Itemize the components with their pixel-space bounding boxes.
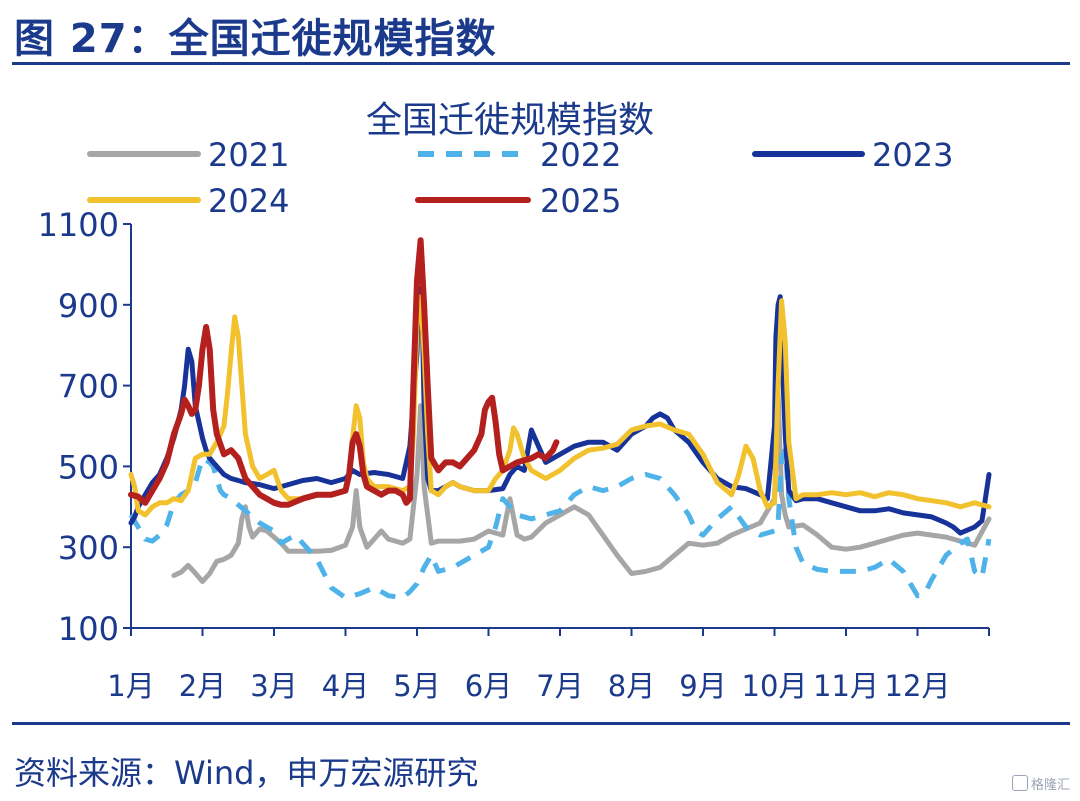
legend-label-2021: 2021 [208,136,289,174]
figure-header: 图 27：全国迁徙规模指数 [0,0,1080,66]
x-tick-label: 2月 [179,669,226,703]
y-tick-label: 700 [58,368,119,406]
series-line-2024 [128,294,992,518]
chart-title: 全国迁徙规模指数 [366,100,654,141]
legend-label-2022: 2022 [540,136,621,174]
series-line-2022 [128,447,992,601]
axes: 100 300 500 700 900 1100 1月 2月 3月 4月 5月 6月 7月 8月 9月 10月… [38,206,990,703]
x-tick-label: 12月 [885,669,951,703]
series-line-2023 [128,286,992,536]
x-tick-label: 10月 [742,669,808,703]
y-tick-label: 300 [58,529,119,567]
legend-label-2025: 2025 [540,182,621,220]
y-tick-label: 500 [58,448,119,486]
legend: 2021 2022 2023 2024 2025 [87,136,953,220]
migration-index-chart: 全国迁徙规模指数 2021 2022 2023 2024 2025 100 300 500 7… [38,100,992,703]
legend-label-2024: 2024 [208,182,289,220]
watermark: 格隆汇 [1011,774,1070,793]
legend-label-2023: 2023 [872,136,953,174]
watermark-logo-icon [1011,775,1028,791]
header-rule [12,62,1070,65]
x-tick-label: 11月 [813,669,879,703]
series-line-2025 [128,237,560,508]
x-tick-label: 4月 [322,669,369,703]
x-tick-label: 8月 [608,669,655,703]
x-tick-label: 6月 [465,669,512,703]
y-tick-label: 900 [58,287,119,325]
x-tick-label: 9月 [679,669,726,703]
series-line-2021 [171,391,992,584]
watermark-text: 格隆汇 [1030,778,1070,793]
footer-rule [12,722,1070,725]
y-tick-label: 1100 [38,206,119,244]
x-tick-label: 7月 [536,669,583,703]
x-tick-label: 5月 [393,669,440,703]
y-tick-label: 100 [58,610,119,648]
series-layer [128,237,992,601]
source-note: 资料来源：Wind，申万宏源研究 [14,754,479,792]
x-tick-label: 1月 [107,669,154,703]
x-tick-label: 3月 [250,669,297,703]
figure-title: 图 27：全国迁徙规模指数 [14,16,497,62]
